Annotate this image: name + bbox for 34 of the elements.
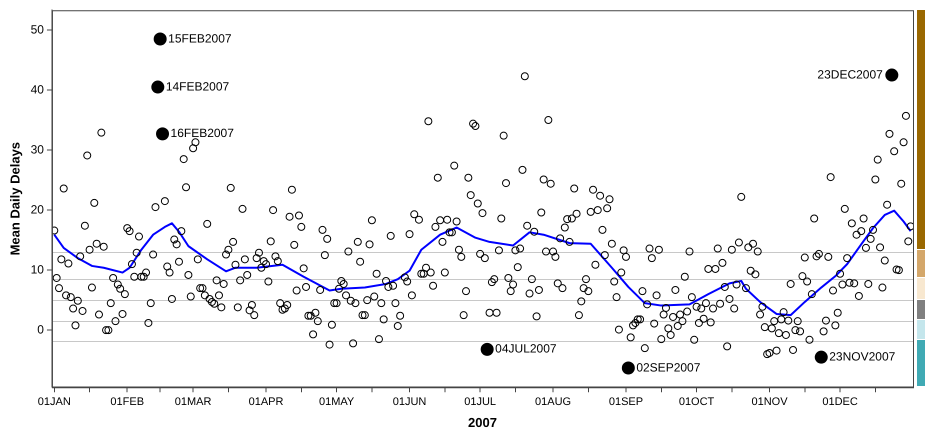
y-tick-label: 20 bbox=[30, 202, 44, 216]
point bbox=[156, 127, 170, 140]
x-tick-label: 01APR bbox=[248, 396, 284, 408]
y-axis-title: Mean Daily Delays bbox=[7, 142, 22, 256]
point bbox=[154, 32, 167, 46]
y-tick-label: 10 bbox=[30, 262, 44, 276]
point bbox=[151, 80, 164, 94]
x-tick-label: 01OCT bbox=[678, 396, 715, 408]
point bbox=[814, 350, 828, 364]
point bbox=[885, 68, 898, 82]
annotation: 23DEC2007 bbox=[817, 67, 884, 82]
x-tick-label: 01SEP bbox=[608, 396, 644, 408]
x-tick-label: 01NOV bbox=[751, 396, 788, 408]
annotation: 02SEP2007 bbox=[636, 360, 701, 374]
x-tick-label: 01MAR bbox=[174, 396, 212, 408]
x-tick-label: 01MAY bbox=[318, 396, 355, 408]
annotation: 04JUL2007 bbox=[495, 342, 557, 356]
annotation: 23NOV2007 bbox=[829, 349, 896, 364]
x-tick-label: 01FEB bbox=[110, 396, 144, 408]
x-tick-label: 01DEC bbox=[822, 396, 858, 408]
x-tick-label: 01JUL bbox=[464, 396, 496, 408]
annotation: 14FEB2007 bbox=[166, 79, 230, 94]
y-tick-label: 30 bbox=[30, 142, 44, 156]
annotation: 15FEB2007 bbox=[168, 31, 232, 46]
annotation: 16FEB2007 bbox=[170, 126, 234, 140]
point bbox=[480, 342, 494, 356]
x-axis-title: 2007 bbox=[468, 414, 497, 430]
point bbox=[622, 361, 635, 374]
y-tick-label: 40 bbox=[30, 82, 44, 96]
y-tick-label: 0 bbox=[37, 322, 44, 336]
y-tick-label: 50 bbox=[30, 22, 44, 36]
x-tick-label: 01JAN bbox=[38, 396, 71, 408]
x-tick-label: 01JUN bbox=[392, 396, 426, 408]
x-tick-label: 01AUG bbox=[535, 396, 572, 408]
